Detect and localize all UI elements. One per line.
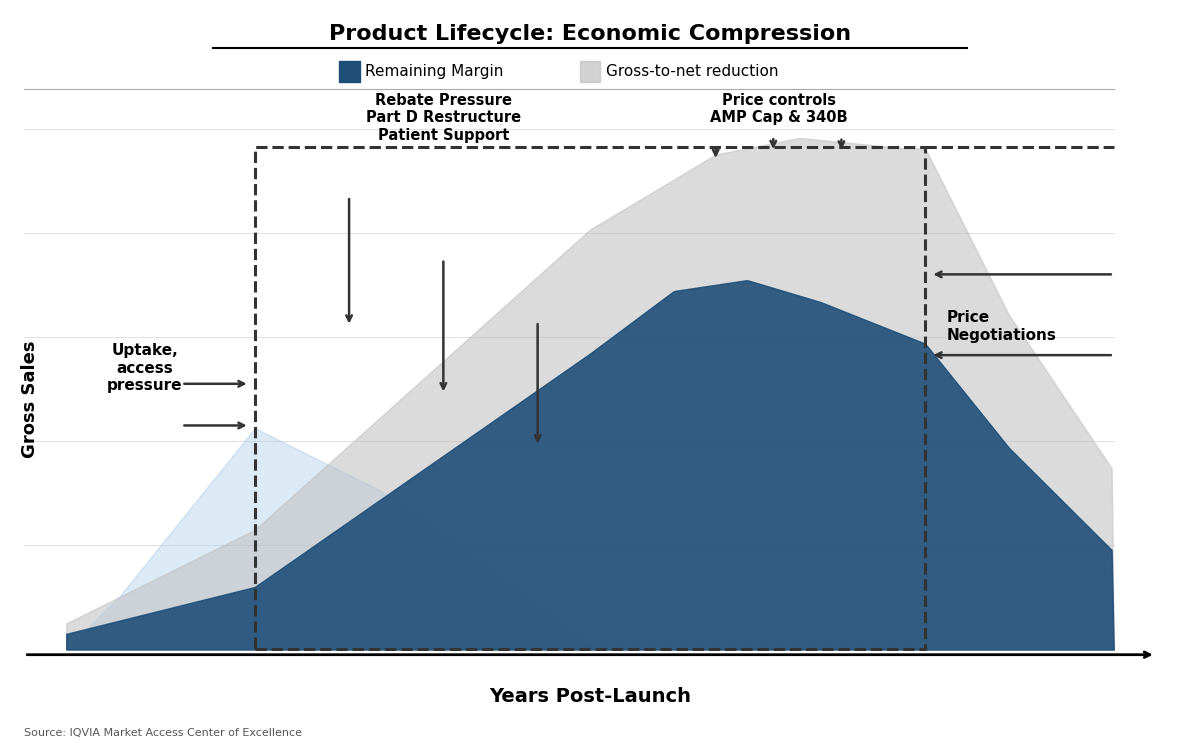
Text: Product Lifecycle: Economic Compression: Product Lifecycle: Economic Compression — [329, 25, 851, 45]
Text: Remaining Margin: Remaining Margin — [365, 64, 503, 79]
Text: Years Post-Launch: Years Post-Launch — [489, 687, 691, 706]
Text: Uptake,
access
pressure: Uptake, access pressure — [107, 343, 183, 393]
Text: Rebate Pressure
Part D Restructure
Patient Support: Rebate Pressure Part D Restructure Patie… — [366, 93, 520, 143]
Text: Gross-to-net reduction: Gross-to-net reduction — [605, 64, 779, 79]
Text: Price
Negotiations: Price Negotiations — [946, 311, 1056, 343]
Text: Source: IQVIA Market Access Center of Excellence: Source: IQVIA Market Access Center of Ex… — [25, 728, 302, 738]
Text: Gross Sales: Gross Sales — [20, 340, 39, 458]
Text: Price controls
AMP Cap & 340B: Price controls AMP Cap & 340B — [709, 93, 847, 126]
